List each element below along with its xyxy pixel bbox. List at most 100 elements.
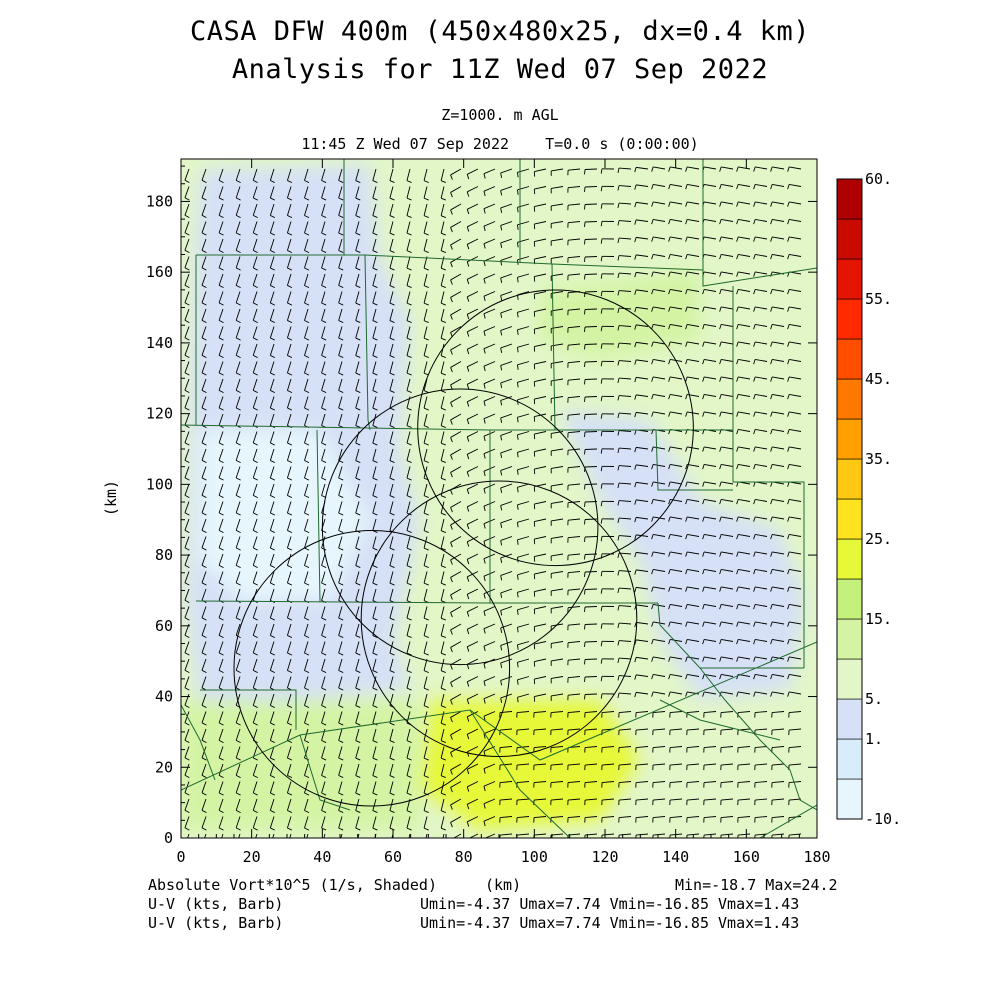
wind-barb [372, 693, 378, 708]
wind-barb [736, 253, 751, 260]
wind-barb [533, 588, 547, 597]
wind-barb [218, 658, 224, 674]
wind-barb [304, 781, 310, 796]
wind-barb [304, 168, 310, 184]
wind-barb [753, 218, 768, 225]
wind-barb [669, 781, 683, 788]
wind-barb [533, 606, 547, 615]
wind-barb [600, 623, 615, 629]
wind-barb [634, 166, 649, 173]
wind-barb [389, 413, 395, 428]
wind-barb [584, 308, 598, 315]
wind-barb [483, 501, 496, 512]
wind-barb [406, 203, 412, 218]
wind-barb [584, 641, 598, 648]
wind-barb [719, 323, 734, 330]
wind-barb [338, 308, 344, 323]
wind-barb [668, 621, 683, 627]
wind-barb [550, 693, 564, 701]
wind-barb [218, 466, 224, 481]
wind-barb [423, 273, 429, 288]
wind-barb [468, 833, 479, 838]
wind-barb [406, 326, 412, 341]
wind-barb [440, 221, 446, 236]
wind-barb [770, 691, 785, 697]
wind-barb [617, 447, 632, 454]
wind-barb [423, 238, 429, 253]
wind-barb [584, 693, 598, 700]
wind-barb [201, 501, 207, 516]
wind-barb [423, 798, 429, 813]
wind-barb [500, 203, 513, 213]
wind-barb [269, 273, 276, 289]
wind-barb [201, 326, 207, 341]
wind-barb [450, 308, 462, 320]
wind-barb [235, 711, 241, 726]
wind-barb [787, 428, 802, 435]
wind-barb [584, 203, 598, 210]
wind-barb [355, 798, 361, 813]
wind-barb [323, 833, 326, 838]
wind-barb [550, 448, 564, 456]
wind-barb [771, 816, 785, 823]
wind-barb [651, 638, 666, 645]
wind-barb [702, 551, 717, 557]
wind-barb [450, 711, 462, 723]
wind-barb [355, 256, 361, 271]
wind-barb [567, 763, 581, 771]
wind-barb [685, 533, 700, 540]
wind-barb [533, 518, 547, 527]
wind-barb [483, 466, 496, 477]
wind-barb [500, 343, 513, 353]
wind-barb [201, 641, 207, 656]
wind-barb [702, 691, 717, 697]
wind-barb [634, 446, 649, 453]
colorbar-segment [836, 258, 863, 300]
colorbar-label: 35. [865, 450, 892, 468]
wind-barb [550, 711, 564, 718]
wind-barb [787, 533, 802, 540]
wind-barb [306, 833, 309, 838]
wind-barb [218, 343, 224, 359]
wind-barb [286, 711, 293, 726]
wind-barb [771, 763, 785, 771]
wind-barb [252, 641, 258, 656]
colorbar-segment [836, 298, 863, 340]
wind-barb [440, 606, 446, 621]
wind-barb [719, 586, 734, 592]
wind-barb [517, 693, 530, 703]
wind-barb [423, 431, 429, 446]
wind-barb [483, 168, 496, 179]
wind-barb [187, 833, 190, 838]
wind-barb [338, 711, 344, 726]
wind-barb [321, 623, 327, 639]
wind-barb [286, 396, 293, 411]
wind-barb [736, 516, 751, 522]
wind-barb [218, 693, 224, 709]
wind-barb [483, 396, 496, 407]
wind-barb [533, 431, 547, 440]
wind-barb [483, 203, 496, 214]
wind-barb [389, 763, 395, 778]
wind-barb [201, 781, 207, 796]
wind-barb [719, 236, 734, 242]
wind-barb [685, 516, 700, 522]
wind-barb [201, 466, 207, 481]
wind-barb [304, 308, 310, 324]
wind-barb [550, 606, 564, 614]
wind-barb [201, 378, 207, 394]
wind-barb [753, 533, 768, 540]
colorbar-segment [836, 698, 863, 740]
wind-barb [201, 361, 207, 376]
wind-barb [221, 833, 224, 838]
wind-barb [218, 168, 224, 184]
wind-barb [567, 501, 581, 508]
wind-barb [567, 326, 581, 333]
colorbar-label: 45. [865, 370, 892, 388]
wind-barb [533, 238, 547, 247]
wind-barb [450, 536, 462, 548]
wind-barb [719, 498, 734, 505]
wind-barb [600, 448, 615, 454]
wind-barb [668, 341, 683, 347]
wind-barb [483, 693, 496, 704]
